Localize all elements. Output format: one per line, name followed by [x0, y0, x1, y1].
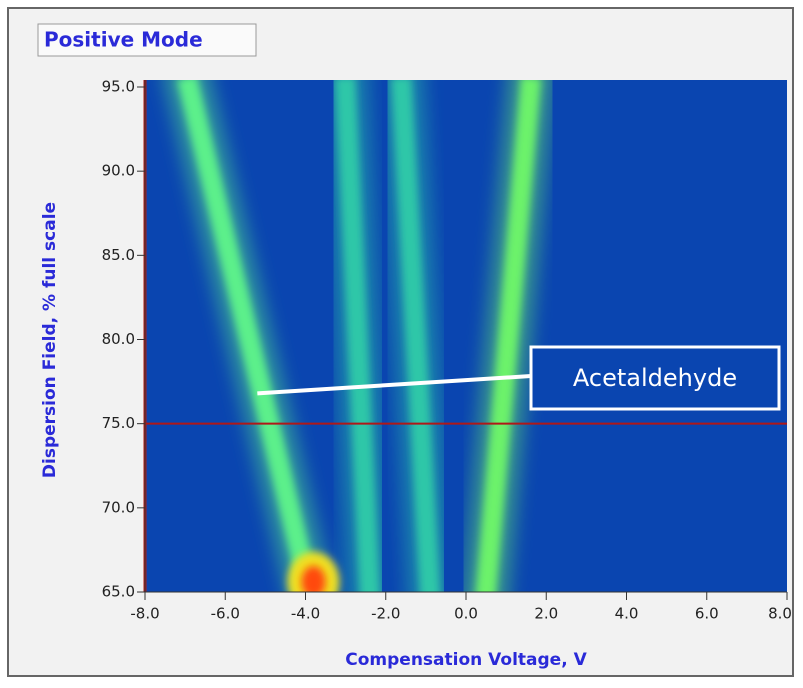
x-tick-label: 8.0 [768, 605, 792, 623]
ridge [391, 80, 440, 592]
plot-area [145, 80, 787, 592]
y-tick-label: 90.0 [102, 162, 135, 180]
ridge [335, 80, 380, 592]
annotation-text: Acetaldehyde [573, 364, 737, 392]
y-tick-label: 65.0 [102, 583, 135, 601]
annotation-box [529, 345, 781, 411]
x-tick-label: -2.0 [371, 605, 400, 623]
y-tick-label: 85.0 [102, 246, 135, 264]
x-tick-label: 0.0 [454, 605, 478, 623]
ridge [476, 80, 541, 592]
y-tick-label: 80.0 [102, 330, 135, 348]
y-tick-label: 70.0 [102, 498, 135, 516]
chart-title: Positive Mode [44, 28, 203, 52]
y-tick-label: 75.0 [102, 414, 135, 432]
ridge [177, 80, 320, 592]
x-tick-label: -8.0 [130, 605, 159, 623]
y-tick-label: 95.0 [102, 78, 135, 96]
x-tick-label: 6.0 [695, 605, 719, 623]
x-axis-label: Compensation Voltage, V [345, 650, 587, 670]
x-tick-label: -6.0 [211, 605, 240, 623]
peak [301, 565, 326, 592]
annotation-line [257, 374, 532, 396]
y-axis-label: Dispersion Field, % full scale [40, 202, 60, 478]
x-tick-label: -4.0 [291, 605, 320, 623]
x-tick-label: 2.0 [534, 605, 558, 623]
title-box [37, 23, 257, 57]
x-tick-label: 4.0 [615, 605, 639, 623]
